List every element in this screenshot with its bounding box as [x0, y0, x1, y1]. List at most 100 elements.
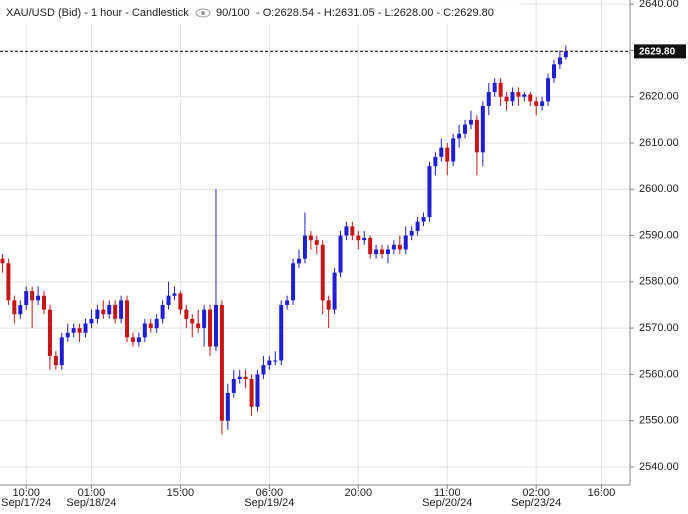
candle-body	[528, 94, 533, 102]
candle-body	[308, 235, 313, 241]
y-tick-label: 2600.00	[639, 183, 679, 195]
candle-body	[231, 379, 236, 393]
candle-body	[190, 318, 195, 324]
candle-body	[557, 57, 562, 65]
candle-body	[0, 258, 5, 264]
candle-body	[77, 328, 82, 333]
candle-body	[213, 304, 218, 347]
candle-body	[285, 300, 290, 305]
candle-body	[65, 332, 70, 338]
candle-body	[415, 221, 420, 231]
candle-body	[480, 105, 485, 153]
candle-body	[101, 309, 106, 315]
candle-body	[403, 235, 408, 250]
candle-body	[36, 295, 41, 301]
candle-body	[492, 82, 497, 93]
candle-body	[113, 304, 118, 319]
x-date-label: Sep/18/24	[66, 497, 116, 509]
candle-body	[397, 244, 402, 250]
candle-body	[320, 244, 325, 301]
candle-body	[148, 323, 153, 329]
candle-body	[427, 166, 432, 218]
candle-body	[314, 240, 319, 245]
candle-body	[107, 304, 112, 315]
candle-body	[546, 78, 551, 102]
candle-body	[160, 304, 165, 319]
candle-body	[433, 156, 438, 167]
candle-body	[474, 119, 479, 153]
candle-body	[184, 309, 189, 319]
candle-body	[53, 355, 58, 366]
ohlc-value: O:2628.54	[263, 7, 314, 19]
candle-body	[219, 304, 224, 421]
candle-body	[261, 365, 266, 375]
chart-title: XAU/USD (Bid) - 1 hour - Candlestick	[6, 7, 189, 19]
y-tick-label: 2590.00	[639, 229, 679, 241]
x-tick-label: 01:00	[78, 487, 106, 499]
candle-body	[24, 291, 29, 305]
candle-body	[178, 293, 183, 310]
candle-body	[463, 124, 468, 134]
separator: -	[256, 7, 263, 19]
ohlc-header: - O:2628.54 - H:2631.05 - L:2628.00 - C:…	[256, 7, 494, 19]
y-tick-label: 2620.00	[639, 91, 679, 103]
candle-body	[302, 235, 307, 259]
candle-body	[279, 304, 284, 361]
candle-body	[445, 147, 450, 162]
x-date-label: Sep/20/24	[422, 497, 472, 509]
candle-body	[409, 230, 414, 236]
candle-body	[6, 263, 11, 301]
candle-body	[166, 295, 171, 305]
candle-body	[338, 235, 343, 273]
candle-body	[47, 309, 52, 356]
x-date-label: Sep/19/24	[244, 497, 294, 509]
separator: -	[433, 7, 443, 19]
candle-body	[255, 374, 260, 407]
eye-icon[interactable]	[195, 8, 211, 18]
candle-body	[291, 263, 296, 301]
candle-body	[71, 328, 76, 333]
x-tick-label: 16:00	[588, 487, 616, 499]
y-tick-label: 2540.00	[639, 461, 679, 473]
candle-body	[486, 92, 491, 106]
candle-body	[468, 119, 473, 125]
x-tick-label: 15:00	[167, 487, 195, 499]
candle-body	[391, 244, 396, 250]
candle-body	[344, 226, 349, 236]
ohlc-value: L:2628.00	[384, 7, 433, 19]
candle-body	[237, 376, 242, 380]
candle-body	[551, 64, 556, 79]
candles	[0, 45, 630, 435]
candle-body	[534, 101, 539, 106]
separator: -	[375, 7, 385, 19]
separator: -	[314, 7, 324, 19]
candle-body	[42, 295, 47, 310]
x-tick-label: 10:00	[12, 487, 40, 499]
candle-body	[540, 101, 545, 106]
candle-body	[125, 300, 130, 338]
candle-body	[504, 96, 509, 102]
x-date-label: Sep/23/24	[511, 497, 561, 509]
candle-body	[172, 293, 177, 296]
candle-body	[142, 323, 147, 338]
candle-body	[498, 82, 503, 97]
candle-body	[385, 249, 390, 255]
x-tick-label: 06:00	[256, 487, 284, 499]
last-price-label: 2629.80	[639, 47, 676, 58]
candle-body	[457, 133, 462, 139]
candle-body	[332, 272, 337, 310]
candle-body	[196, 323, 201, 329]
candle-body	[59, 337, 64, 366]
x-date-label: Sep/17/24	[1, 497, 51, 509]
candle-body	[522, 94, 527, 97]
x-tick-label: 11:00	[434, 487, 461, 499]
candle-body	[326, 300, 331, 310]
candle-body	[119, 300, 124, 319]
candle-body	[421, 217, 426, 222]
x-tick-label: 02:00	[522, 487, 550, 499]
candle-body	[12, 300, 17, 315]
candle-body	[243, 376, 248, 380]
candle-body	[374, 249, 379, 255]
